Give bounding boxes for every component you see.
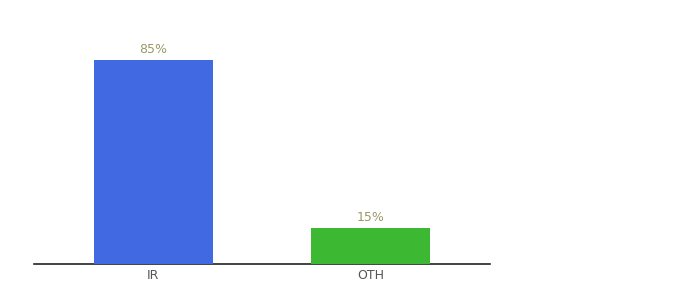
Text: 85%: 85%	[139, 44, 167, 56]
Bar	[311, 228, 430, 264]
Text: 15%: 15%	[356, 212, 384, 224]
Bar	[94, 60, 213, 264]
